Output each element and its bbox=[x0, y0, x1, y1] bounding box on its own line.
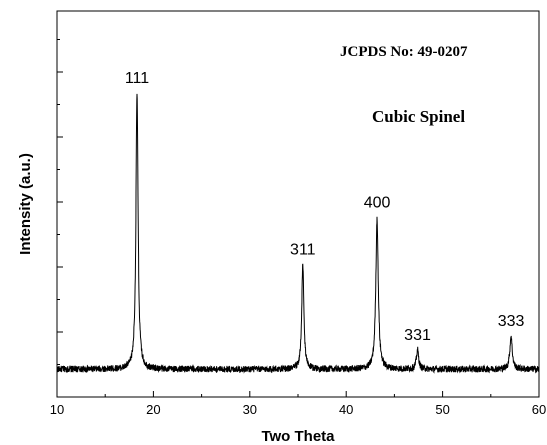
x-axis-title: Two Theta bbox=[261, 428, 335, 445]
peak-label-111: 111 bbox=[125, 70, 149, 87]
peak-label-331: 331 bbox=[404, 327, 431, 344]
x-tick-label: 10 bbox=[50, 402, 64, 417]
peak-label-311: 311 bbox=[290, 241, 316, 258]
peak-label-333: 333 bbox=[498, 313, 525, 330]
x-tick-label: 50 bbox=[435, 402, 449, 417]
plot-frame bbox=[56, 10, 540, 398]
y-axis-title: Intensity (a.u.) bbox=[17, 153, 34, 255]
x-tick-label: 20 bbox=[146, 402, 160, 417]
phase-annotation: Cubic Spinel bbox=[372, 107, 465, 126]
x-axis-ticks: 10 20 30 40 50 60 bbox=[50, 391, 546, 417]
peak-label-400: 400 bbox=[364, 194, 391, 211]
peak-labels: 111 311 400 331 333 bbox=[125, 70, 525, 344]
xrd-pattern-line bbox=[56, 93, 540, 374]
y-axis-ticks bbox=[57, 39, 63, 398]
x-tick-label: 40 bbox=[339, 402, 353, 417]
x-tick-label: 60 bbox=[532, 402, 546, 417]
x-tick-label: 30 bbox=[243, 402, 257, 417]
jcpds-annotation: JCPDS No: 49-0207 bbox=[340, 44, 468, 60]
